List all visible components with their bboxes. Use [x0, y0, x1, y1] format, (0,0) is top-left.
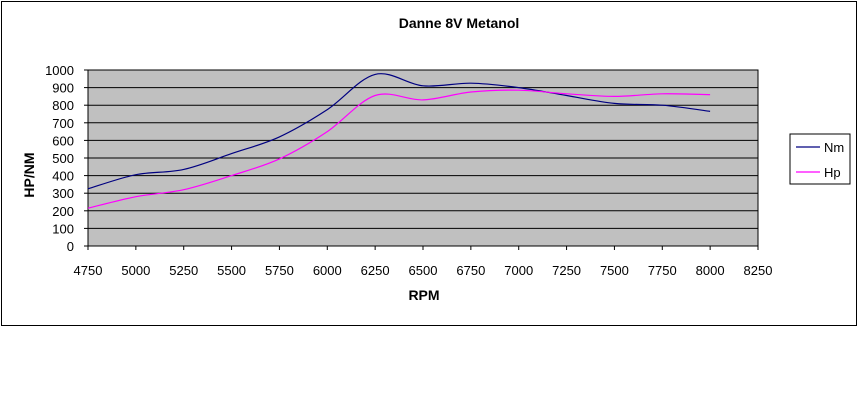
x-axis-ticks: 4750 5000 5250 5500 5750 6000 6250 6500 6750 7000… — [74, 246, 773, 278]
series-line-nm — [87, 73, 711, 190]
y-axis-ticks: 0 100 200 300 400 500 600 700 800 900 1000 — [45, 63, 88, 254]
x-tick-label: 7000 — [504, 263, 533, 278]
y-tick-label: 0 — [67, 239, 74, 254]
y-tick-label: 900 — [52, 81, 74, 96]
legend-box — [789, 133, 851, 185]
legend-label-nm: Nm — [824, 140, 844, 155]
x-tick-label: 6250 — [361, 263, 390, 278]
y-tick-label: 1000 — [45, 63, 74, 78]
series-lines — [87, 73, 711, 209]
y-tick-label: 800 — [52, 98, 74, 113]
x-tick-label: 4750 — [74, 263, 103, 278]
chart-title: Danne 8V Metanol — [399, 15, 520, 31]
x-tick-label: 6750 — [456, 263, 485, 278]
x-tick-label: 8250 — [744, 263, 773, 278]
y-tick-label: 300 — [52, 186, 74, 201]
legend: Nm Hp — [789, 133, 851, 185]
y-tick-label: 500 — [52, 151, 74, 166]
x-tick-label: 7250 — [552, 263, 581, 278]
y-tick-label: 700 — [52, 116, 74, 131]
x-tick-label: 7500 — [600, 263, 629, 278]
x-tick-label: 8000 — [696, 263, 725, 278]
y-tick-label: 100 — [52, 221, 74, 236]
y-tick-label: 600 — [52, 133, 74, 148]
y-tick-label: 200 — [52, 204, 74, 219]
y-axis-title: HP/NM — [21, 152, 37, 197]
x-tick-label: 6000 — [313, 263, 342, 278]
x-tick-label: 5000 — [121, 263, 150, 278]
series-line-hp — [87, 89, 711, 209]
legend-label-hp: Hp — [824, 165, 841, 180]
x-tick-label: 5250 — [169, 263, 198, 278]
x-tick-label: 7750 — [648, 263, 677, 278]
x-tick-label: 6500 — [409, 263, 438, 278]
x-tick-label: 5750 — [265, 263, 294, 278]
x-axis-title: RPM — [408, 287, 439, 303]
y-tick-label: 400 — [52, 169, 74, 184]
x-tick-label: 5500 — [217, 263, 246, 278]
gridlines — [88, 87, 758, 229]
